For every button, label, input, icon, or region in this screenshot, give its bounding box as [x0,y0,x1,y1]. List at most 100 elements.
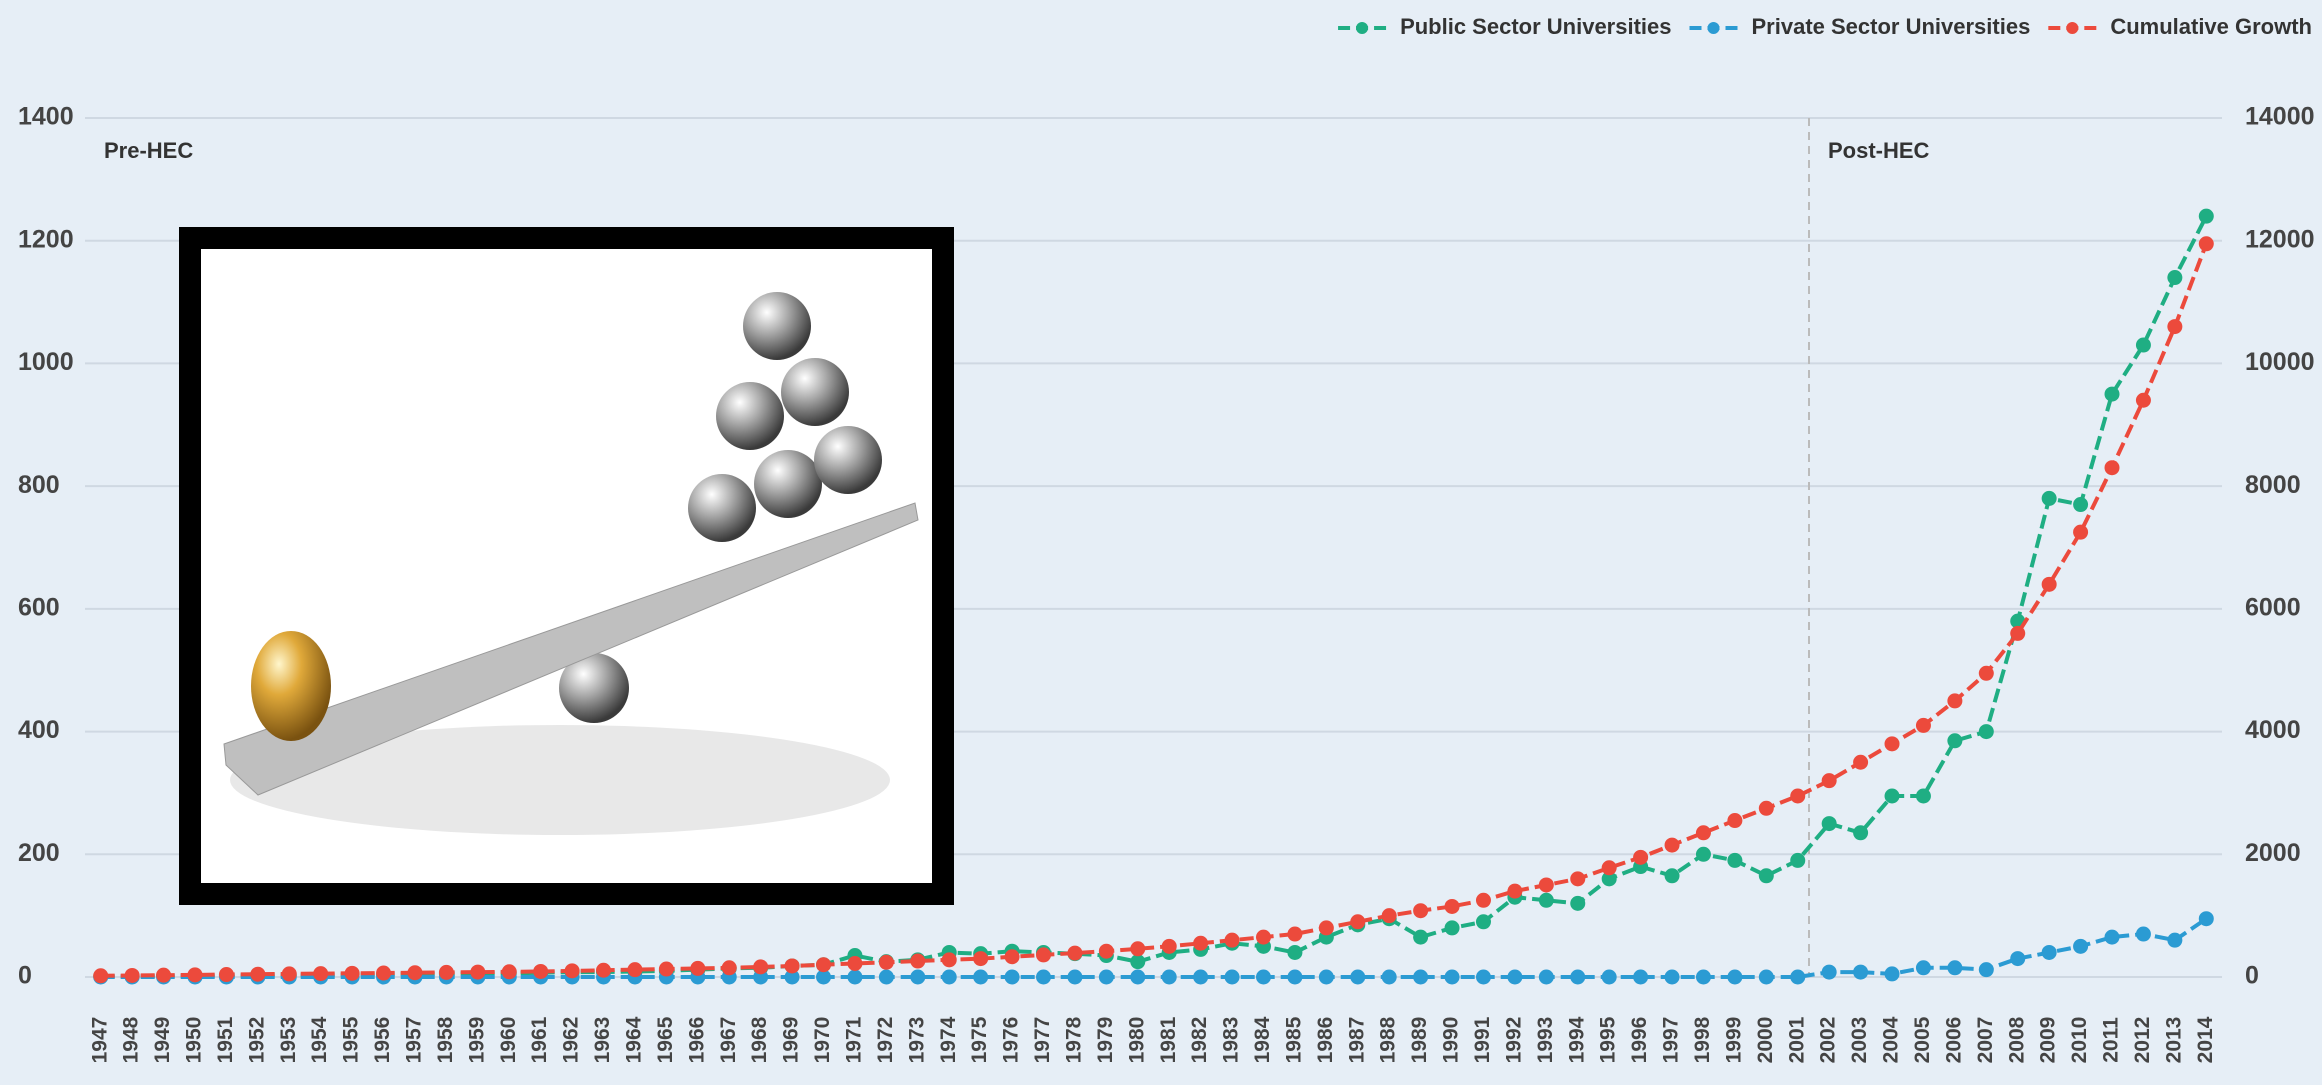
shadow [230,725,890,835]
data-point [1413,903,1429,919]
y-tick-label: 800 [18,471,60,499]
x-tick-label: 1959 [465,1017,488,1064]
data-point [1161,938,1177,954]
y-tick-label: 400 [18,716,60,744]
data-point [1758,969,1774,985]
data-point [1130,941,1146,957]
data-point [1004,949,1020,965]
x-tick-label: 1963 [591,1017,614,1064]
data-point [1915,788,1931,804]
x-tick-label: 1962 [560,1017,583,1064]
x-tick-label: 1997 [1660,1017,1683,1064]
data-point [1475,969,1491,985]
y2-tick-label: 0 [2245,962,2259,990]
data-point [1193,935,1209,951]
y2-tick-label: 8000 [2245,471,2301,499]
x-tick-label: 1950 [183,1017,206,1064]
data-point [1601,969,1617,985]
x-tick-label: 1977 [1031,1017,1054,1064]
x-tick-label: 1974 [937,1016,960,1063]
data-point [1004,969,1020,985]
x-tick-label: 1951 [214,1016,237,1063]
data-point [627,962,643,978]
data-point [1287,969,1303,985]
x-tick-label: 1967 [717,1017,740,1064]
plank [223,502,919,796]
data-point [1758,800,1774,816]
data-point [1287,926,1303,942]
data-point [1947,693,1963,709]
data-point [596,962,612,978]
x-tick-label: 1988 [1377,1016,1400,1063]
silver-ball [814,426,882,494]
x-tick-label: 1952 [245,1017,268,1064]
x-tick-label: 1986 [1314,1017,1337,1064]
x-tick-label: 2014 [2194,1016,2217,1063]
data-point [910,953,926,969]
data-point [344,965,360,981]
data-point [1947,733,1963,749]
x-tick-label: 1966 [685,1017,708,1064]
legend-label: Cumulative Growth [2110,14,2312,39]
data-point [1821,816,1837,832]
x-tick-label: 1953 [277,1017,300,1064]
legend-label: Public Sector Universities [1400,14,1671,39]
data-point [1130,969,1146,985]
silver-ball [716,382,784,450]
data-point [1318,920,1334,936]
illustration [179,227,954,905]
x-tick-label: 1978 [1062,1016,1085,1063]
data-point [501,964,517,980]
data-point [1884,736,1900,752]
data-point [2135,337,2151,353]
x-tick-label: 1984 [1251,1016,1274,1063]
x-tick-label: 1969 [780,1017,803,1064]
data-point [281,966,297,982]
x-tick-label: 1987 [1345,1017,1368,1064]
data-point [2198,208,2214,224]
data-point [1570,895,1586,911]
data-point [847,956,863,972]
x-tick-label: 1992 [1502,1017,1525,1064]
data-point [1538,877,1554,893]
data-point [878,954,894,970]
silver-ball [754,450,822,518]
y2-tick-label: 6000 [2245,593,2301,621]
data-point [2041,944,2057,960]
silver-ball [781,358,849,426]
data-point [1664,969,1680,985]
data-point [1947,960,1963,976]
y2-tick-label: 2000 [2245,839,2301,867]
data-point [1224,969,1240,985]
data-point [2010,951,2026,967]
x-tick-label: 1960 [497,1017,520,1064]
data-point [1821,773,1837,789]
x-tick-label: 2003 [1848,1017,1871,1064]
x-tick-label: 1990 [1440,1017,1463,1064]
x-tick-label: 2013 [2162,1017,2185,1064]
data-point [1538,969,1554,985]
x-tick-label: 2012 [2131,1017,2154,1064]
y-tick-label: 600 [18,593,60,621]
x-tick-label: 2009 [2037,1017,2060,1064]
data-point [2167,932,2183,948]
data-point [1790,852,1806,868]
y2-tick-label: 4000 [2245,716,2301,744]
x-tick-label: 1993 [1534,1017,1557,1064]
data-point [1098,969,1114,985]
x-tick-label: 1949 [151,1017,174,1064]
annotation: Pre-HEC [104,138,193,163]
gold-ball [251,631,331,741]
data-point [1036,969,1052,985]
data-point [2073,497,2089,513]
data-point [973,951,989,967]
data-point [1664,837,1680,853]
data-point [1664,868,1680,884]
data-point [1853,754,1869,770]
data-point [1413,969,1429,985]
data-point [2198,236,2214,252]
data-point [1507,969,1523,985]
data-point [784,969,800,985]
legend-swatch-dot [1356,22,1369,34]
y2-tick-label: 10000 [2245,348,2315,376]
